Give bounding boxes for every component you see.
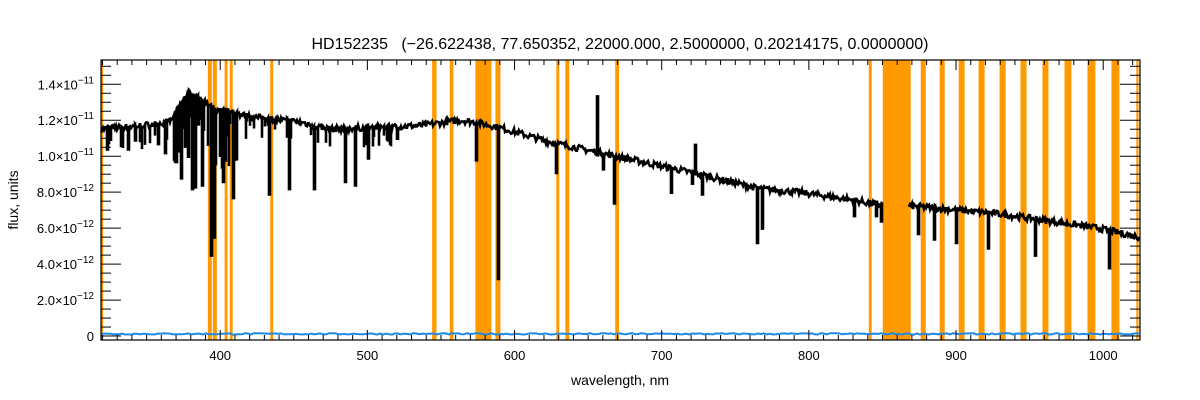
y-tick-exponent: −12 <box>77 183 94 194</box>
masked-region-band <box>475 60 492 340</box>
y-axis-label: flux, units <box>5 170 21 229</box>
x-tick-label: 900 <box>945 348 967 363</box>
flux-line <box>907 198 1141 270</box>
y-tick-mantissa: 1.4×10 <box>38 77 78 92</box>
chart-title: HD152235 (−26.622438, 77.650352, 22000.0… <box>312 36 929 53</box>
masked-region-band <box>999 60 1006 340</box>
plot-frame <box>100 59 1141 341</box>
y-tick-exponent: −12 <box>77 219 94 230</box>
y-tick-labels: 02.0×10−124.0×10−126.0×10−128.0×10−121.0… <box>37 75 95 344</box>
x-axis-label: wavelength, nm <box>570 372 669 388</box>
y-tick-mantissa: 6.0×10 <box>37 221 77 236</box>
y-tick-label: 1.4×10−11 <box>38 75 95 92</box>
error-line <box>100 332 1140 336</box>
flux-series <box>99 86 1141 281</box>
y-tick-exponent: −11 <box>78 111 95 122</box>
y-tick-exponent: −12 <box>77 291 94 302</box>
masked-region-band <box>224 60 228 340</box>
masked-region-band <box>1064 60 1072 340</box>
masked-region-band <box>1020 60 1027 340</box>
x-tick-label: 400 <box>209 348 231 363</box>
axes <box>100 59 1141 341</box>
masked-region-band <box>565 60 570 340</box>
y-tick-mantissa: 1.2×10 <box>38 113 78 128</box>
flux-line <box>99 86 884 281</box>
y-tick-mantissa: 0 <box>87 329 94 344</box>
masked-region-band <box>270 60 274 340</box>
x-tick-label: 800 <box>798 348 820 363</box>
x-tick-label: 1000 <box>1089 348 1118 363</box>
y-tick-exponent: −11 <box>78 75 95 86</box>
y-tick-label: 4.0×10−12 <box>37 255 95 272</box>
masked-region-band <box>449 60 454 340</box>
y-tick-mantissa: 8.0×10 <box>37 185 77 200</box>
y-tick-exponent: −12 <box>77 255 94 266</box>
masked-region-band <box>958 60 965 340</box>
masked-region-band <box>101 60 104 340</box>
masked-region-band <box>229 60 233 340</box>
y-tick-label: 8.0×10−12 <box>37 183 95 200</box>
x-tick-label: 600 <box>504 348 526 363</box>
masked-regions <box>101 60 1139 340</box>
masked-region-band <box>556 60 560 340</box>
y-tick-mantissa: 1.0×10 <box>38 149 78 164</box>
y-tick-mantissa: 2.0×10 <box>37 293 77 308</box>
y-tick-label: 2.0×10−12 <box>37 291 95 308</box>
masked-region-band <box>1111 60 1120 340</box>
y-tick-label: 0 <box>87 329 94 344</box>
y-tick-label: 1.2×10−11 <box>38 111 95 128</box>
masked-region-band <box>978 60 985 340</box>
x-tick-label: 700 <box>651 348 673 363</box>
masked-region-band <box>939 60 945 340</box>
y-tick-mantissa: 4.0×10 <box>37 257 77 272</box>
masked-region-band <box>1087 60 1096 340</box>
error-series <box>100 332 1140 336</box>
y-tick-label: 6.0×10−12 <box>37 219 95 236</box>
x-tick-label: 500 <box>357 348 379 363</box>
masked-region-band <box>882 60 911 340</box>
masked-region-band <box>1042 60 1049 340</box>
x-tick-labels: 400 500 600 700 800 900 1000 <box>209 348 1117 363</box>
masked-region-band <box>615 60 620 340</box>
y-tick-label: 1.0×10−11 <box>38 147 95 164</box>
y-tick-exponent: −11 <box>78 147 95 158</box>
masked-region-band <box>920 60 926 340</box>
masked-region-band <box>432 60 437 340</box>
masked-region-band <box>1136 60 1139 340</box>
